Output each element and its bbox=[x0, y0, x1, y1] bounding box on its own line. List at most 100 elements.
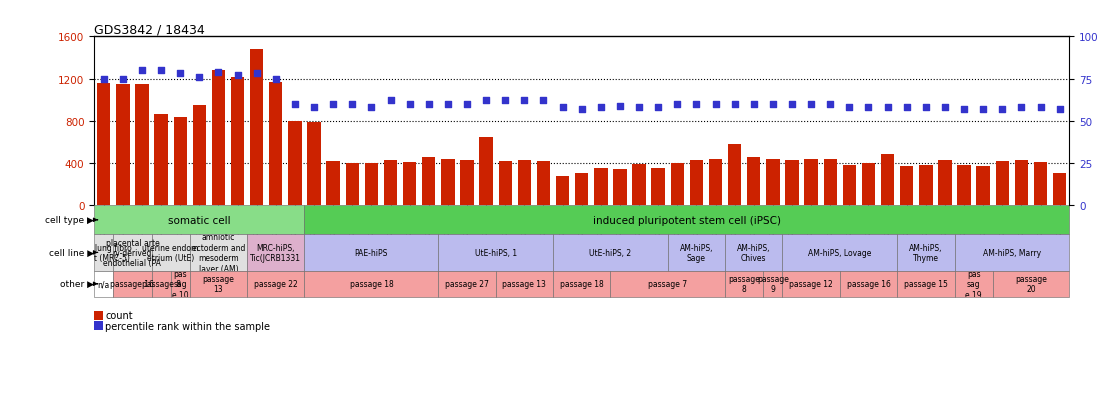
Bar bbox=[269, 83, 283, 206]
Text: pas
sag
e 10: pas sag e 10 bbox=[172, 269, 188, 299]
Point bbox=[325, 101, 342, 108]
Bar bbox=[556, 176, 570, 206]
Bar bbox=[897, 271, 954, 297]
Bar bbox=[553, 235, 668, 271]
Point bbox=[802, 101, 820, 108]
Point bbox=[688, 101, 706, 108]
Bar bbox=[993, 271, 1069, 297]
Bar bbox=[843, 165, 856, 206]
Point bbox=[841, 104, 859, 111]
Bar bbox=[689, 161, 704, 206]
Bar bbox=[116, 85, 130, 206]
Bar bbox=[154, 115, 167, 206]
Bar bbox=[460, 161, 474, 206]
Bar bbox=[900, 167, 913, 206]
Text: placental arte
ry-derived
endothelial (PA: placental arte ry-derived endothelial (P… bbox=[103, 238, 162, 268]
Bar bbox=[920, 165, 933, 206]
Bar bbox=[189, 271, 247, 297]
Bar bbox=[725, 235, 782, 271]
Bar bbox=[113, 235, 152, 271]
Point bbox=[994, 107, 1012, 113]
Point bbox=[114, 76, 132, 83]
Bar bbox=[171, 271, 189, 297]
Text: passage
20: passage 20 bbox=[1015, 274, 1047, 294]
Bar bbox=[976, 166, 989, 206]
Text: MRC-hiPS,
Tic(JCRB1331: MRC-hiPS, Tic(JCRB1331 bbox=[250, 243, 301, 263]
Bar bbox=[862, 163, 875, 206]
Point bbox=[668, 101, 686, 108]
Point bbox=[248, 71, 266, 78]
Bar bbox=[152, 235, 189, 271]
Point bbox=[401, 101, 419, 108]
Point bbox=[936, 104, 954, 111]
Bar bbox=[767, 159, 780, 206]
Bar bbox=[94, 206, 305, 235]
Bar bbox=[94, 235, 113, 271]
Bar bbox=[728, 145, 741, 206]
Bar bbox=[327, 161, 340, 206]
Bar bbox=[98, 84, 111, 206]
Bar bbox=[782, 271, 840, 297]
Bar bbox=[495, 271, 553, 297]
Text: count: count bbox=[105, 311, 133, 320]
Bar bbox=[823, 159, 837, 206]
Text: AM-hiPS,
Chives: AM-hiPS, Chives bbox=[737, 243, 770, 263]
Bar bbox=[954, 235, 1069, 271]
Bar bbox=[709, 160, 722, 206]
Point bbox=[133, 68, 151, 74]
Bar bbox=[152, 271, 171, 297]
Bar bbox=[786, 161, 799, 206]
Text: passage 7: passage 7 bbox=[648, 280, 687, 289]
Bar bbox=[174, 118, 187, 206]
Point bbox=[821, 101, 839, 108]
Text: pas
sag
e 19: pas sag e 19 bbox=[965, 269, 982, 299]
Point bbox=[209, 69, 227, 76]
Point bbox=[630, 104, 648, 111]
Point bbox=[305, 104, 322, 111]
Bar bbox=[247, 271, 305, 297]
Point bbox=[974, 107, 992, 113]
Text: passage 16: passage 16 bbox=[111, 280, 154, 289]
Point bbox=[172, 71, 189, 78]
Bar bbox=[247, 235, 305, 271]
Point bbox=[879, 104, 896, 111]
Point bbox=[228, 73, 246, 79]
Point bbox=[554, 104, 572, 111]
Point bbox=[860, 104, 878, 111]
Bar bbox=[1034, 163, 1047, 206]
Bar bbox=[594, 169, 607, 206]
Text: passage 8: passage 8 bbox=[142, 280, 181, 289]
Bar bbox=[652, 169, 665, 206]
Bar bbox=[383, 161, 397, 206]
Text: fetal lung fibro
blast (MRC-5): fetal lung fibro blast (MRC-5) bbox=[75, 243, 132, 263]
Text: GDS3842 / 18434: GDS3842 / 18434 bbox=[94, 23, 205, 36]
Bar bbox=[575, 173, 588, 206]
Bar bbox=[94, 271, 113, 297]
Bar bbox=[747, 157, 760, 206]
Bar bbox=[1015, 161, 1028, 206]
Point bbox=[496, 98, 514, 104]
Text: passage 16: passage 16 bbox=[847, 280, 891, 289]
Bar bbox=[365, 163, 378, 206]
Point bbox=[152, 68, 170, 74]
Point bbox=[420, 101, 438, 108]
Bar bbox=[668, 235, 725, 271]
Bar bbox=[441, 160, 454, 206]
Bar bbox=[288, 121, 301, 206]
Point bbox=[707, 101, 725, 108]
Point bbox=[612, 103, 629, 109]
Point bbox=[897, 104, 915, 111]
Text: passage 15: passage 15 bbox=[904, 280, 947, 289]
Bar bbox=[305, 271, 439, 297]
Bar bbox=[881, 154, 894, 206]
Point bbox=[573, 107, 591, 113]
Point bbox=[745, 101, 762, 108]
Bar bbox=[804, 160, 818, 206]
Point bbox=[1032, 104, 1049, 111]
Text: cell line ▶: cell line ▶ bbox=[49, 248, 94, 257]
Point bbox=[783, 101, 801, 108]
Bar bbox=[782, 235, 897, 271]
Point bbox=[286, 101, 304, 108]
Text: passage 18: passage 18 bbox=[560, 280, 604, 289]
Point bbox=[343, 101, 361, 108]
